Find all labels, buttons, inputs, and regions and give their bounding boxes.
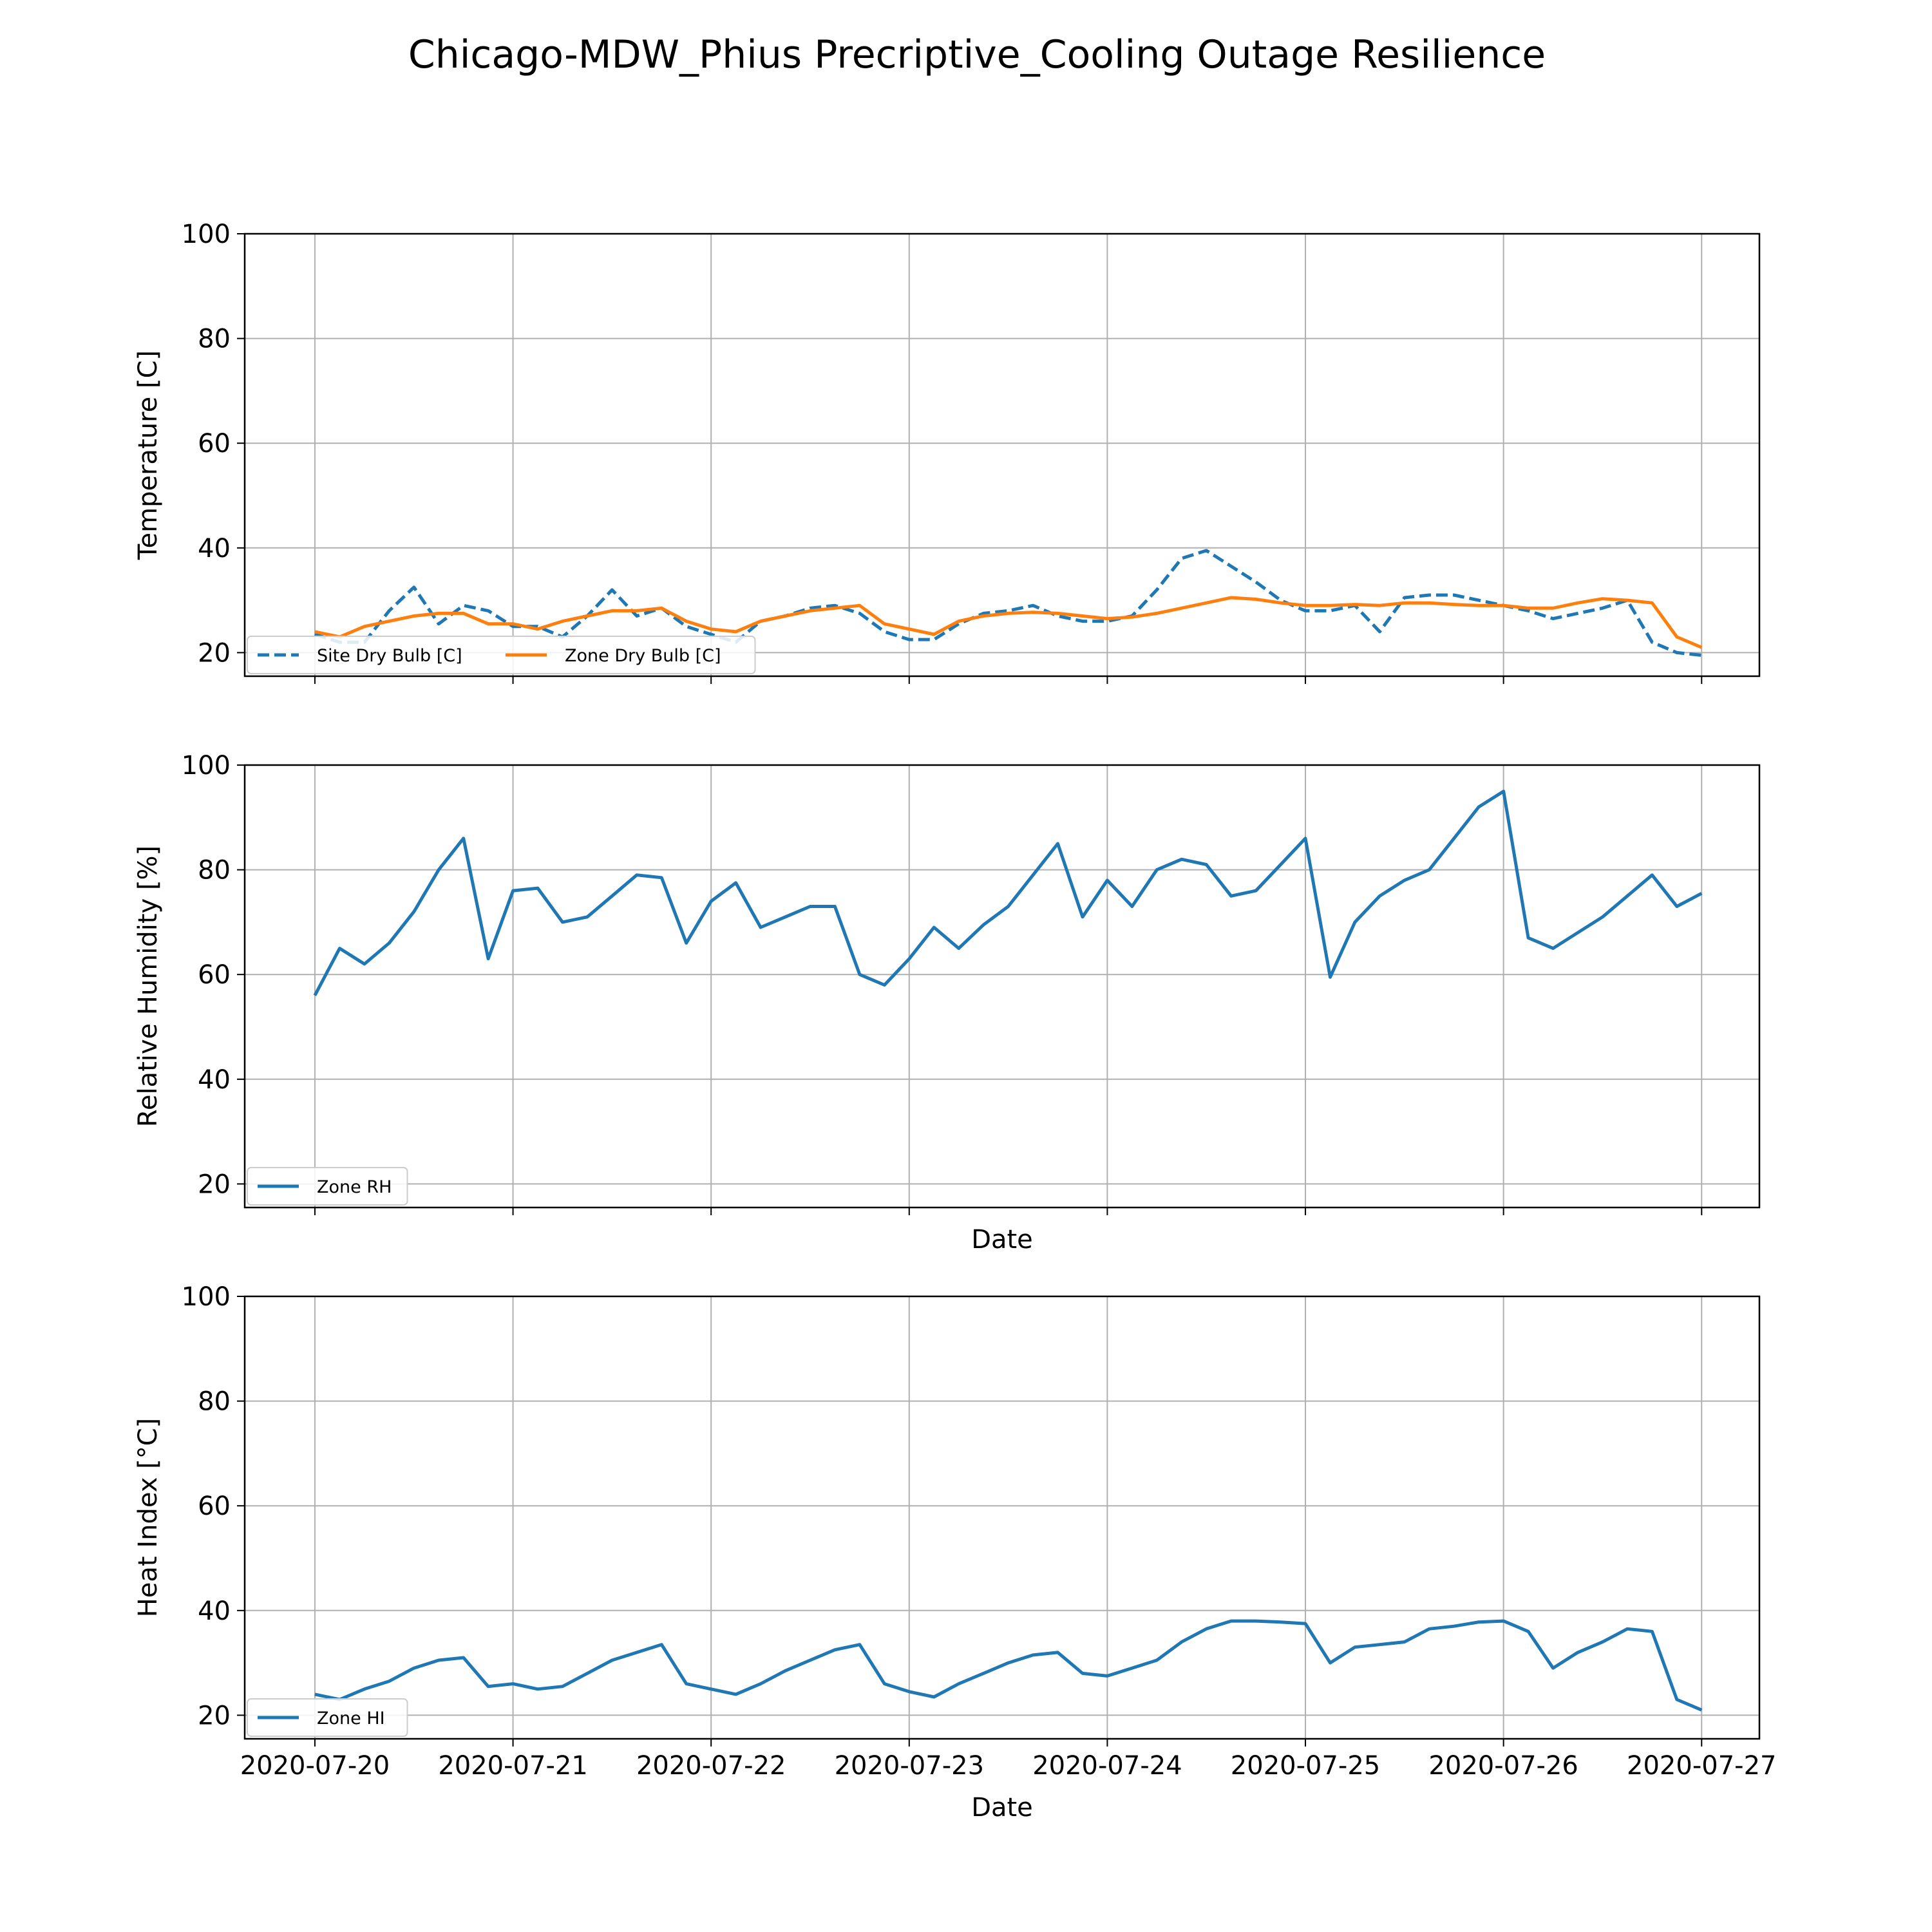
panel-1: 20 40 60 80 100 Temperature [C] Site Dry Bulb … xyxy=(133,220,1761,684)
x-tick-label: 2020-07-25 xyxy=(1231,1751,1380,1781)
legend: Site Dry Bulb [C] Zone Dry Bulb [C] xyxy=(247,636,756,674)
y-tick-label: 20 xyxy=(198,1701,231,1730)
legend-label: Zone RH xyxy=(317,1177,392,1197)
chart-title: Chicago-MDW_Phius Precriptive_Cooling Ou… xyxy=(408,32,1546,77)
legend-label: Zone HI xyxy=(317,1709,385,1728)
y-tick-label: 20 xyxy=(198,1170,231,1199)
panel-2: 20 40 60 80 100 Relative Humidity [%] Date Zone… xyxy=(133,751,1761,1255)
legend-box xyxy=(247,1167,408,1206)
panel-3: 2020-07-20 2020-07-21 2020-07-22 2020-07-23… xyxy=(133,1282,1777,1823)
legend: Zone HI xyxy=(247,1698,408,1737)
y-tick-label: 100 xyxy=(182,220,231,249)
x-tick-label: 2020-07-21 xyxy=(438,1751,587,1781)
y-tick-label: 80 xyxy=(198,325,231,354)
series-line-site-dry-bulb-c xyxy=(314,549,1702,657)
x-tick-label: 2020-07-20 xyxy=(240,1751,390,1781)
axes-frame xyxy=(243,1295,1761,1740)
axes-frame xyxy=(243,232,1761,677)
y-tick-label: 80 xyxy=(198,1387,231,1417)
y-axis-label: Heat Index [°C] xyxy=(133,1418,163,1618)
x-tick-label: 2020-07-27 xyxy=(1627,1751,1776,1781)
legend-label: Zone Dry Bulb [C] xyxy=(565,646,721,666)
y-tick-label: 40 xyxy=(198,1065,231,1095)
legend-box xyxy=(247,1698,408,1737)
legend: Zone RH xyxy=(247,1167,408,1206)
legend-box xyxy=(247,636,756,674)
axes-frame xyxy=(243,764,1761,1209)
y-tick-label: 40 xyxy=(198,534,231,564)
x-axis-label: Date xyxy=(971,1225,1033,1255)
y-axis-label: Relative Humidity [%] xyxy=(133,846,163,1127)
y-tick-label: 60 xyxy=(198,429,231,459)
x-tick-label: 2020-07-26 xyxy=(1428,1751,1578,1781)
y-axis-label: Temperature [C] xyxy=(133,350,163,560)
y-tick-label: 40 xyxy=(198,1596,231,1626)
y-tick-label: 80 xyxy=(198,856,231,886)
y-tick-label: 20 xyxy=(198,638,231,668)
x-tick-label: 2020-07-24 xyxy=(1032,1751,1182,1781)
x-tick-label: 2020-07-22 xyxy=(636,1751,786,1781)
y-tick-label: 100 xyxy=(182,1282,231,1312)
y-tick-label: 60 xyxy=(198,1492,231,1521)
x-tick-label: 2020-07-23 xyxy=(835,1751,984,1781)
x-axis-label: Date xyxy=(971,1793,1033,1823)
legend-label: Site Dry Bulb [C] xyxy=(317,646,462,666)
series-line-zone-dry-bulb-c xyxy=(314,596,1703,649)
series-line-zone-rh xyxy=(313,790,1703,996)
series-line-zone-hi xyxy=(314,1619,1703,1712)
y-tick-label: 60 xyxy=(198,960,231,990)
y-tick-label: 100 xyxy=(182,751,231,781)
